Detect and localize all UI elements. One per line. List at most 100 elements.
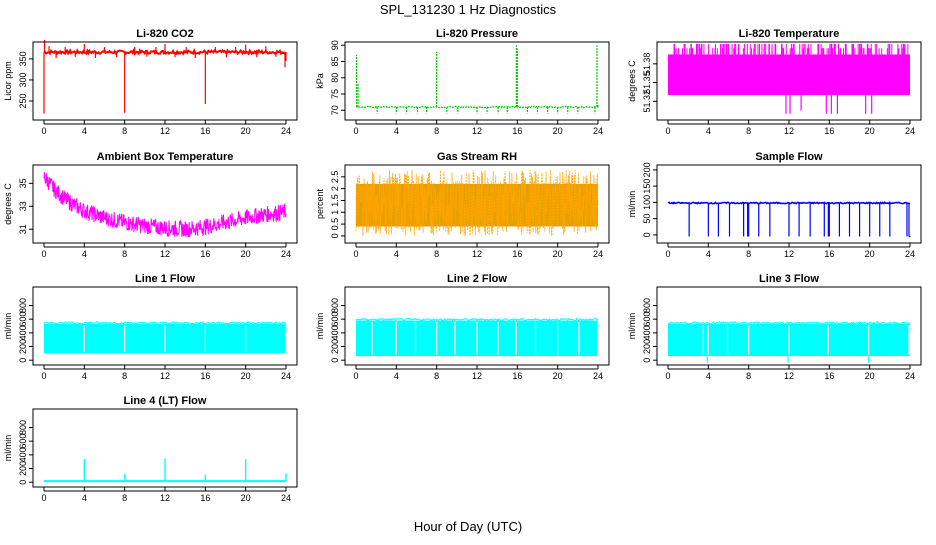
x-tick-label: 20 bbox=[241, 126, 251, 136]
x-tick-label: 8 bbox=[434, 126, 439, 136]
panel-rh: Gas Stream RH 0 4 8 12 16 20 24 0 0.5 1 1.5 2 2.5 perc… bbox=[315, 151, 610, 259]
x-tick-label: 24 bbox=[281, 493, 291, 503]
y-tick-label: 200 bbox=[642, 162, 652, 177]
y-tick-label: 200 bbox=[18, 339, 28, 354]
x-tick-label: 4 bbox=[394, 249, 399, 259]
y-tick-label: 1.5 bbox=[330, 194, 340, 207]
y-tick-label: 1 bbox=[330, 210, 340, 215]
data-band bbox=[668, 54, 910, 96]
x-tick-label: 4 bbox=[706, 371, 711, 381]
x-tick-label: 0 bbox=[353, 126, 358, 136]
x-tick-label: 8 bbox=[746, 126, 751, 136]
x-tick-label: 12 bbox=[160, 371, 170, 381]
x-tick-label: 4 bbox=[82, 371, 87, 381]
x-tick-label: 0 bbox=[41, 126, 46, 136]
panel-title: Li-820 Pressure bbox=[436, 28, 518, 40]
panel-temperature: Li-820 Temperature 0 4 8 12 16 20 24 51.3251.355… bbox=[627, 28, 922, 136]
series-sample bbox=[667, 201, 911, 238]
y-tick-label: 350 bbox=[18, 51, 28, 66]
y-axis-label: degrees C bbox=[627, 60, 637, 102]
x-tick-label: 16 bbox=[824, 126, 834, 136]
y-tick-label: 31 bbox=[18, 224, 28, 234]
series-line4 bbox=[44, 458, 287, 483]
data-line bbox=[43, 172, 287, 238]
y-tick-label: 800 bbox=[18, 420, 28, 435]
x-tick-label: 20 bbox=[553, 371, 563, 381]
panel-pressure: Li-820 Pressure 0 4 8 12 16 20 24 70 75 80 85 90 kPa bbox=[315, 28, 610, 136]
x-tick-label: 16 bbox=[824, 371, 834, 381]
x-tick-label: 20 bbox=[865, 126, 875, 136]
y-tick-label: 600 bbox=[330, 312, 340, 327]
x-tick-label: 12 bbox=[784, 249, 794, 259]
x-tick-label: 24 bbox=[593, 249, 603, 259]
x-tick-label: 0 bbox=[41, 371, 46, 381]
y-tick-label: 400 bbox=[18, 447, 28, 462]
x-tick-label: 0 bbox=[41, 249, 46, 259]
x-tick-label: 16 bbox=[512, 249, 522, 259]
x-tick-label: 20 bbox=[241, 371, 251, 381]
x-tick-label: 0 bbox=[353, 371, 358, 381]
panel-title: Line 1 Flow bbox=[135, 273, 195, 285]
x-tick-label: 4 bbox=[82, 126, 87, 136]
x-tick-label: 16 bbox=[512, 126, 522, 136]
x-tick-label: 8 bbox=[122, 126, 127, 136]
x-tick-label: 12 bbox=[784, 371, 794, 381]
x-tick-label: 16 bbox=[824, 249, 834, 259]
panel-ambient: Ambient Box Temperature 0 4 8 12 16 20 24 31 33 35… bbox=[3, 151, 298, 259]
y-tick-label: 0 bbox=[642, 358, 652, 363]
x-tick-label: 8 bbox=[434, 371, 439, 381]
x-tick-label: 4 bbox=[706, 249, 711, 259]
x-tick-label: 16 bbox=[200, 249, 210, 259]
data-top-noise bbox=[667, 320, 911, 325]
y-tick-label: 200 bbox=[18, 461, 28, 476]
y-tick-label: 300 bbox=[18, 72, 28, 87]
y-tick-label: 0 bbox=[642, 232, 652, 237]
y-tick-label: 2.5 bbox=[330, 171, 340, 184]
panel-title: Li-820 CO2 bbox=[136, 28, 193, 40]
x-tick-label: 24 bbox=[281, 126, 291, 136]
panel-title: Ambient Box Temperature bbox=[97, 151, 234, 163]
y-tick-label: 51.38 bbox=[642, 53, 652, 76]
y-tick-label: 90 bbox=[330, 40, 340, 50]
y-tick-label: 600 bbox=[642, 312, 652, 327]
panel-line4: Line 4 (LT) Flow 0 4 8 12 16 20 24 0 200400600800… bbox=[3, 395, 298, 503]
y-axis-label: ml/min bbox=[3, 435, 13, 462]
series-ambient bbox=[43, 172, 287, 238]
x-tick-label: 24 bbox=[905, 249, 915, 259]
data-top-noise bbox=[355, 317, 599, 322]
y-tick-label: 2 bbox=[330, 186, 340, 191]
y-tick-label: 50 bbox=[642, 214, 652, 224]
x-tick-label: 16 bbox=[512, 371, 522, 381]
y-tick-label: 33 bbox=[18, 201, 28, 211]
series-pressure bbox=[355, 45, 599, 114]
x-tick-label: 8 bbox=[122, 371, 127, 381]
panel-title: Sample Flow bbox=[755, 151, 823, 163]
y-tick-label: 800 bbox=[642, 298, 652, 313]
y-tick-label: 250 bbox=[18, 94, 28, 109]
x-tick-label: 12 bbox=[472, 371, 482, 381]
y-tick-label: 80 bbox=[330, 73, 340, 83]
y-tick-label: 400 bbox=[18, 325, 28, 340]
y-tick-label: 75 bbox=[330, 89, 340, 99]
y-axis-label: degrees C bbox=[3, 183, 13, 225]
panel-title: Line 3 Flow bbox=[759, 273, 819, 285]
y-tick-label: 100 bbox=[642, 195, 652, 210]
panel-title: Gas Stream RH bbox=[437, 151, 517, 163]
x-tick-label: 0 bbox=[353, 249, 358, 259]
x-tick-label: 4 bbox=[394, 371, 399, 381]
y-tick-label: 0 bbox=[330, 233, 340, 238]
x-tick-label: 20 bbox=[241, 493, 251, 503]
x-tick-label: 4 bbox=[394, 126, 399, 136]
x-tick-label: 20 bbox=[553, 249, 563, 259]
x-tick-label: 24 bbox=[281, 249, 291, 259]
x-tick-label: 0 bbox=[665, 249, 670, 259]
y-axis-label: ml/min bbox=[315, 313, 325, 340]
y-tick-label: 51.32 bbox=[642, 90, 652, 113]
x-tick-label: 12 bbox=[160, 249, 170, 259]
panel-co2: Li-820 CO2 0 4 8 12 16 20 24 250 300 350 Licor ppm bbox=[3, 28, 298, 136]
